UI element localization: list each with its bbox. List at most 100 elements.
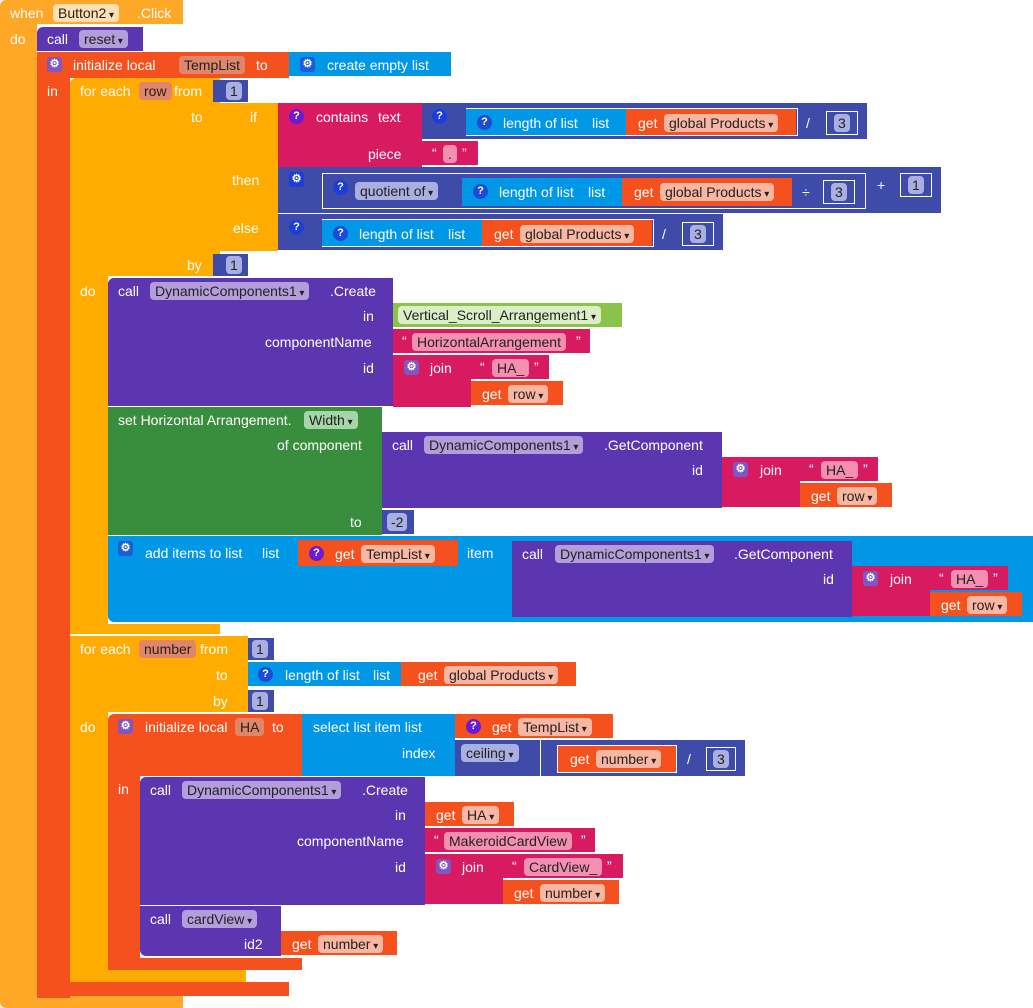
help-icon[interactable]: ? [333,180,348,195]
cardview-prefix-value[interactable]: CardView_ [524,858,603,876]
ha-prefix-value[interactable]: HA_ [492,359,530,377]
by-value[interactable]: 1 [226,256,242,274]
init-local-templist-body [37,78,70,998]
quotient-outline [322,173,866,209]
quotient-of-dropdown[interactable]: quotient of [355,182,439,200]
length-of-list-label: length of list [285,667,360,683]
componentname-value[interactable]: HorizontalArrangement [412,333,566,351]
component-dropdown-dynamiccomponents1[interactable]: DynamicComponents1 [150,282,310,300]
loop-variable-row[interactable]: row [139,82,172,100]
procedure-dropdown-cardview[interactable]: cardView [182,910,258,928]
variable-name-templist[interactable]: TempList [179,56,246,74]
help-icon[interactable]: ? [473,184,488,199]
templist-dropdown[interactable]: TempList [518,718,592,736]
from-value[interactable]: 1 [252,640,268,658]
else-label: else [233,220,259,236]
row-dropdown[interactable]: row [837,487,878,505]
select-list-item-label: select list item list [313,719,422,735]
ceiling-separator [540,740,541,776]
quote-open: “ [939,570,944,586]
divisor-value[interactable]: 3 [690,225,706,243]
length-of-list-block[interactable] [462,178,622,206]
if-label: if [250,109,257,125]
global-products-dropdown[interactable]: global Products [664,114,779,132]
component-dropdown-dynamiccomponents1[interactable]: DynamicComponents1 [182,781,342,799]
method-getcomponent: .GetComponent [734,546,833,562]
get-label: get [492,719,512,735]
variable-name-ha[interactable]: HA [235,718,265,736]
gear-icon[interactable]: ⚙ [47,57,62,72]
init-local-templist-block[interactable] [37,52,289,78]
templist-dropdown[interactable]: TempList [361,545,435,563]
component-dropdown-button2[interactable]: Button2 [53,4,120,22]
divisor-value[interactable]: 3 [713,750,729,768]
gear-icon[interactable]: ⚙ [118,541,133,556]
event-block-body [0,24,37,998]
addend-value[interactable]: 1 [908,176,924,194]
help-icon[interactable]: ? [477,115,492,130]
to-label: to [272,719,284,735]
quote-open: “ [432,145,437,161]
component-dropdown-dynamiccomponents1[interactable]: DynamicComponents1 [555,545,715,563]
property-dropdown-width[interactable]: Width [304,411,358,429]
ha-prefix-value[interactable]: HA_ [821,461,859,479]
help-icon[interactable]: ? [289,109,304,124]
gear-icon[interactable]: ⚙ [733,462,748,477]
number-dropdown[interactable]: number [318,935,384,953]
call-label: call [392,437,414,453]
number-dropdown[interactable]: number [540,884,606,902]
help-icon[interactable]: ? [432,109,447,124]
length-of-list-block[interactable] [466,109,626,135]
length-of-list-block[interactable] [248,662,401,686]
help-icon[interactable]: ? [466,719,481,734]
divisor-value[interactable]: 3 [831,183,847,201]
ha-prefix-value[interactable]: HA_ [951,570,989,588]
number-dropdown[interactable]: number [596,750,662,768]
global-products-dropdown[interactable]: global Products [520,225,635,243]
gear-icon[interactable]: ⚙ [404,360,419,375]
call-label: call [150,782,172,798]
width-value[interactable]: -2 [387,513,408,531]
row-dropdown[interactable]: row [967,596,1008,614]
select-list-item-block[interactable] [302,714,455,776]
gear-icon[interactable]: ⚙ [863,571,878,586]
gear-icon[interactable]: ⚙ [436,859,451,874]
method-getcomponent: .GetComponent [604,437,703,453]
get-label: get [941,597,961,613]
in-label: in [47,83,58,99]
help-icon[interactable]: ? [258,667,273,682]
ha-dropdown[interactable]: HA [462,806,500,824]
help-icon[interactable]: ? [289,220,304,235]
global-products-dropdown[interactable]: global Products [444,666,559,684]
help-icon[interactable]: ? [333,226,348,241]
init-local-ha-footer [108,958,302,970]
procedure-dropdown-reset[interactable]: reset [79,30,128,48]
by-value[interactable]: 1 [252,692,268,710]
initialize-local-label: initialize local [73,57,156,73]
global-products-dropdown[interactable]: global Products [660,183,775,201]
component-dropdown-vertical-scroll[interactable]: Vertical_Scroll_Arrangement1 [398,306,602,324]
if-then-else-block[interactable] [220,103,278,251]
for-each-number-body [70,712,108,982]
list-label: list [373,667,391,683]
loop-variable-number[interactable]: number [139,640,197,658]
divisor-value[interactable]: 3 [834,114,850,132]
list-label: list [592,115,610,131]
for-each-label: for each [80,83,131,99]
row-dropdown[interactable]: row [508,385,549,403]
piece-value[interactable]: . [443,145,457,163]
text-label: text [378,109,401,125]
length-of-list-block[interactable] [322,220,482,246]
initialize-local-label: initialize local [145,719,228,735]
help-icon[interactable]: ? [309,546,324,561]
gear-icon[interactable]: ⚙ [289,172,304,187]
create-empty-list-block[interactable] [289,52,451,76]
from-value[interactable]: 1 [226,82,242,100]
ceiling-dropdown[interactable]: ceiling [461,744,519,762]
gear-icon[interactable]: ⚙ [118,719,133,734]
gear-icon[interactable]: ⚙ [300,57,315,72]
component-dropdown-dynamiccomponents1[interactable]: DynamicComponents1 [424,436,584,454]
init-local-ha-block[interactable] [108,714,302,776]
componentname-value[interactable]: MakeroidCardView [444,832,573,850]
for-each-row-block[interactable] [70,78,220,276]
